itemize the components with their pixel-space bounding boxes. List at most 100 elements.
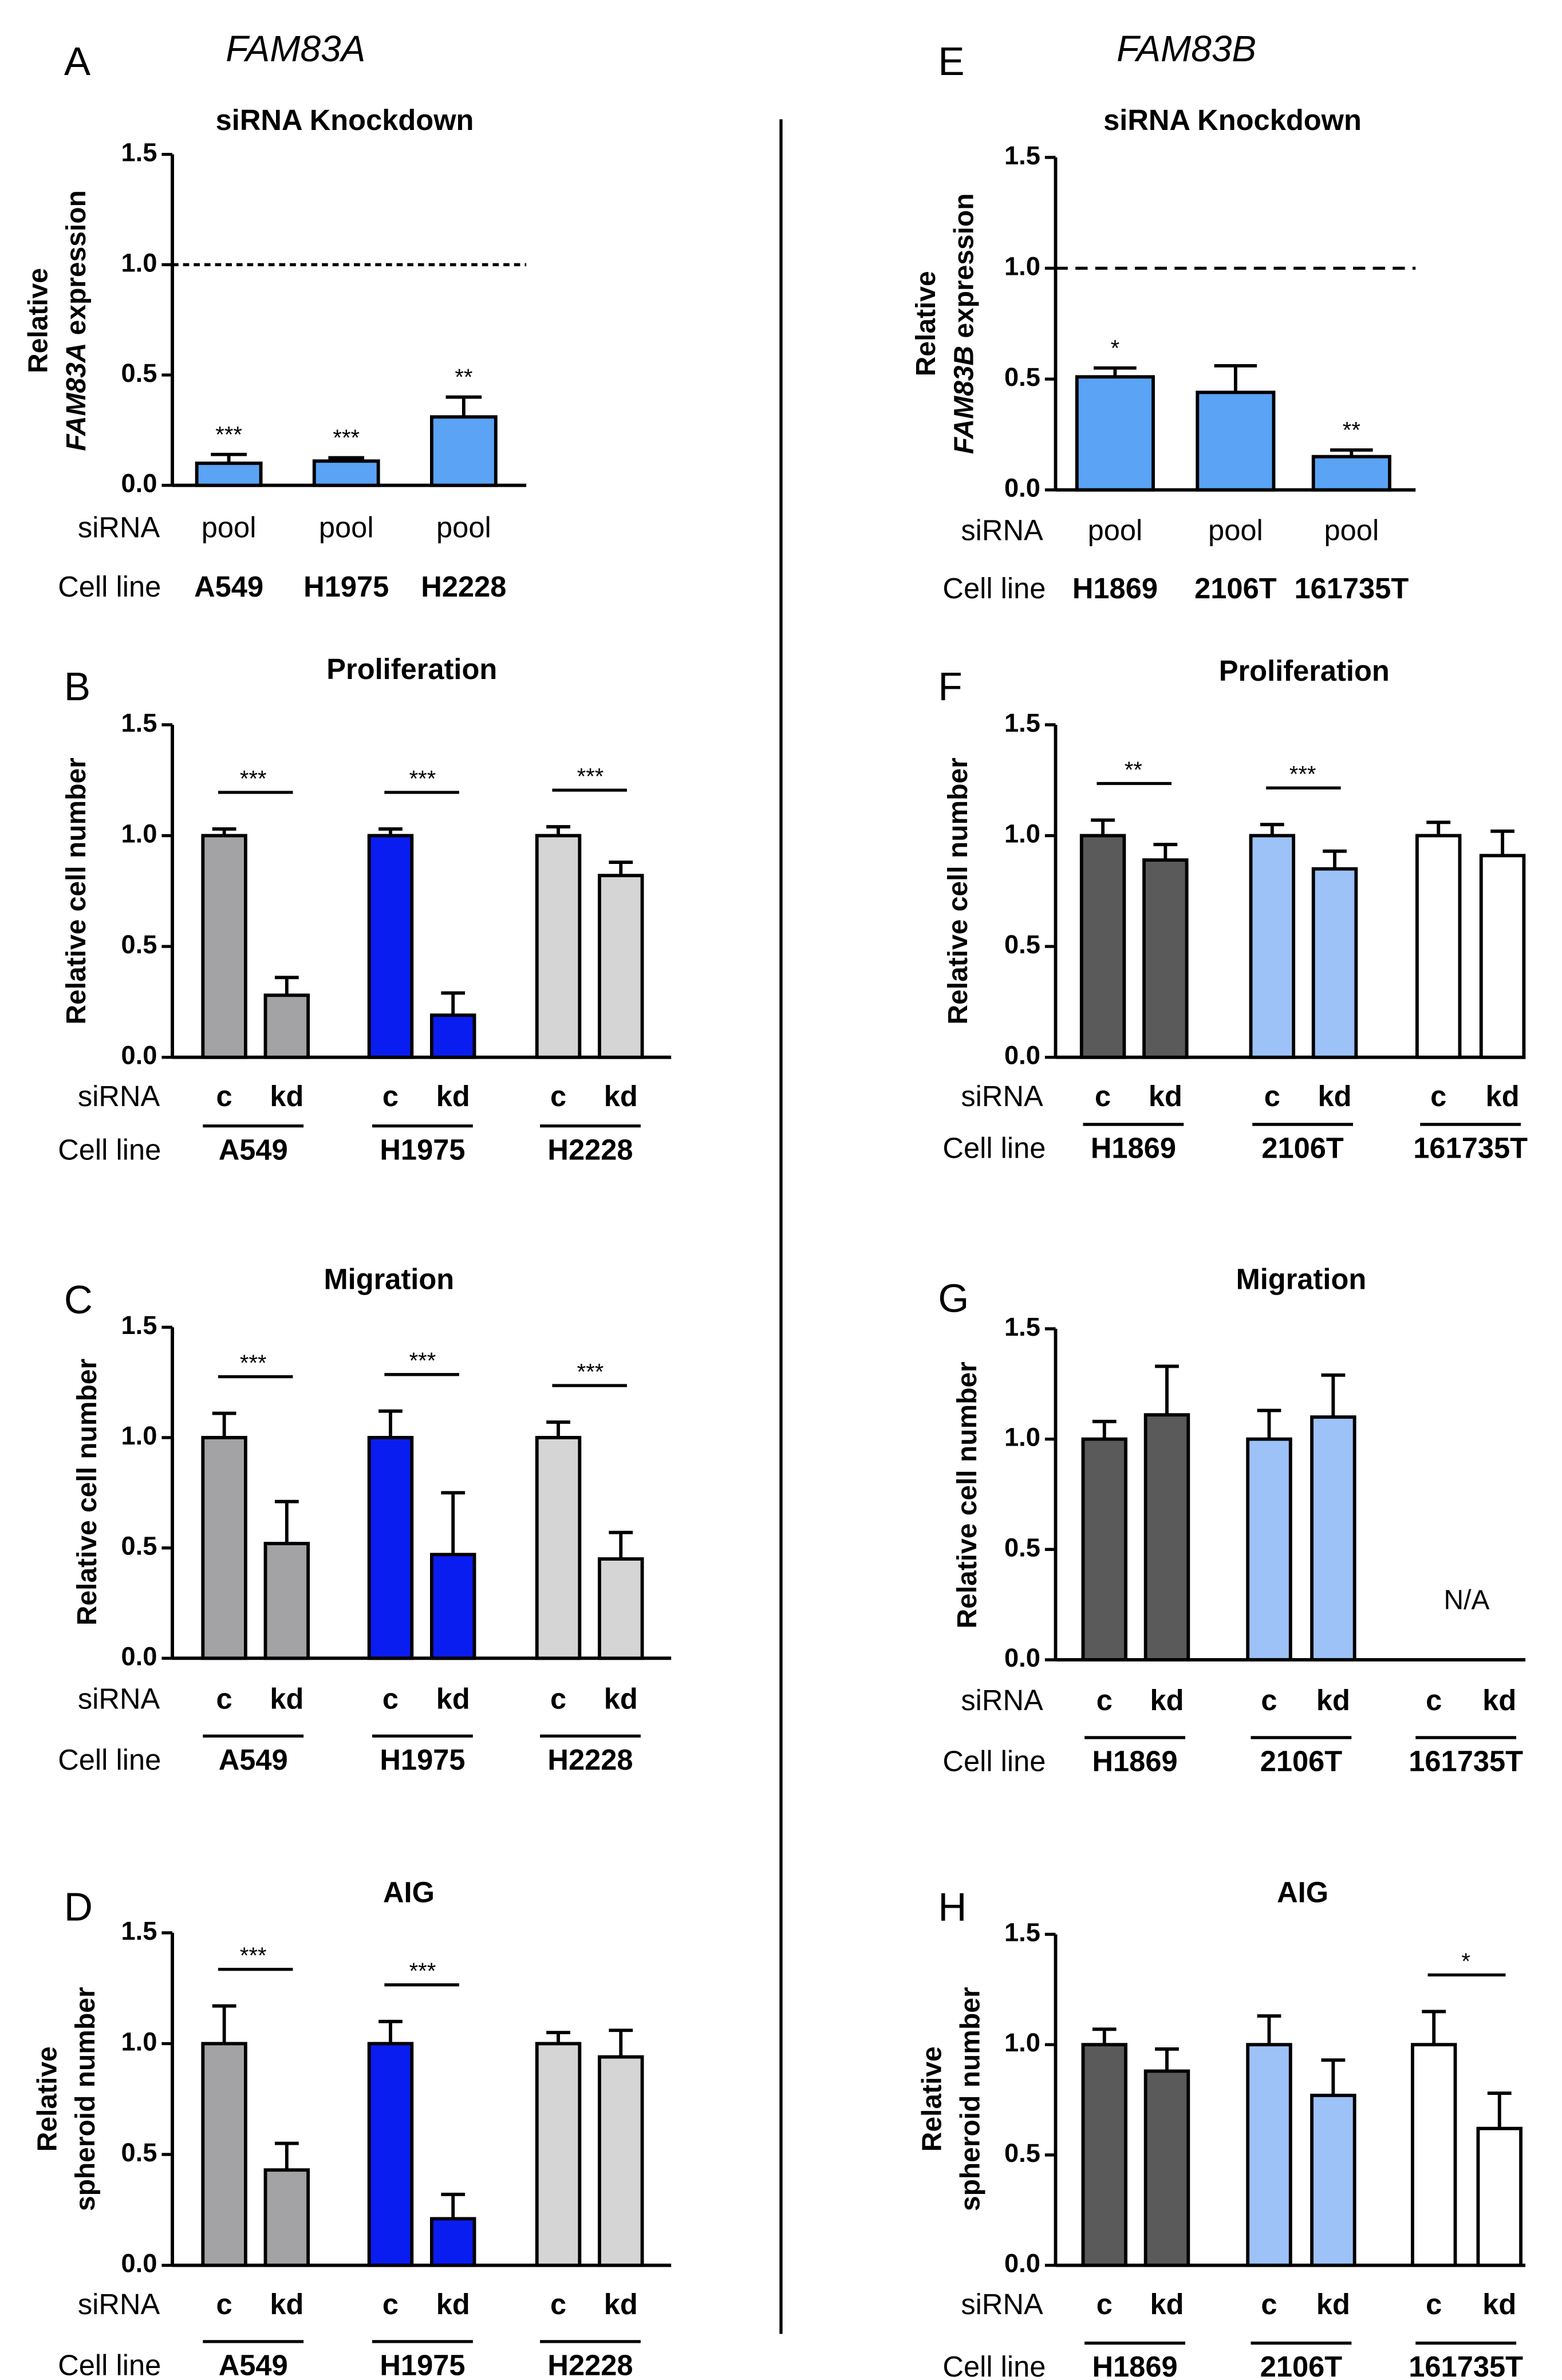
cell-line-label: A549 — [194, 570, 263, 603]
significance-label: *** — [409, 1959, 436, 1984]
sirna-label: pool — [436, 511, 491, 543]
y-axis-label: Relative — [917, 2046, 948, 2152]
y-axis-label: FAM83A expression — [61, 190, 92, 451]
y-axis-label: Relative — [911, 271, 941, 376]
bar — [1079, 834, 1126, 1059]
y-tick-label: 0.0 — [1004, 473, 1040, 503]
y-axis-label: Relative cell number — [72, 1359, 102, 1625]
sirna-label: c — [1261, 1684, 1277, 1716]
bar — [1142, 858, 1189, 1059]
cell-line-label: H1975 — [380, 1133, 465, 1166]
cell-line-row-label: Cell line — [58, 570, 161, 603]
significance-label: ** — [1343, 418, 1360, 443]
y-axis-label: Relative cell number — [943, 757, 973, 1024]
bar — [1311, 455, 1391, 492]
significance-label: *** — [577, 764, 604, 789]
y-tick-label: 1.0 — [121, 1421, 157, 1450]
bar — [367, 2042, 414, 2267]
panel-letter: B — [64, 664, 90, 709]
sirna-label: c — [216, 1080, 232, 1112]
cell-line-label: 2106T — [1261, 1132, 1344, 1165]
sirna-row-label: siRNA — [78, 1080, 160, 1112]
panel-title: Proliferation — [326, 653, 497, 685]
sirna-label: kd — [1316, 1684, 1350, 1716]
y-axis-label-part: spheroid number — [955, 1987, 985, 2212]
y-tick-label: 0.0 — [121, 1041, 157, 1070]
sirna-label: pool — [319, 511, 374, 543]
sirna-label: kd — [1482, 2288, 1516, 2320]
y-tick-label: 1.0 — [1004, 2028, 1040, 2057]
y-tick-label: 1.5 — [121, 708, 157, 737]
y-axis-label: Relative — [23, 268, 54, 373]
bar — [1479, 854, 1526, 1059]
panel-title: AIG — [383, 1876, 435, 1909]
sirna-label: kd — [436, 1080, 470, 1112]
y-tick-label: 0.0 — [1004, 1041, 1040, 1070]
y-tick-label: 0.0 — [121, 469, 157, 498]
sirna-label: pool — [1324, 514, 1379, 547]
panel-letter: A — [64, 39, 91, 84]
bar — [429, 415, 498, 487]
y-tick-label: 1.5 — [1004, 141, 1040, 170]
y-tick-label: 0.5 — [121, 930, 157, 959]
y-axis-label-part: Relative — [917, 2046, 948, 2152]
bar — [1196, 390, 1276, 492]
bar — [1081, 2043, 1128, 2267]
y-tick-label: 1.0 — [1004, 1423, 1040, 1452]
cell-line-label: 161735T — [1413, 1132, 1528, 1165]
sirna-label: c — [1264, 1080, 1280, 1112]
significance-label: * — [1461, 1949, 1470, 1974]
bar — [429, 1013, 476, 1059]
significance-label: *** — [577, 1359, 604, 1384]
sirna-label: c — [216, 1682, 232, 1715]
cell-line-label: H1975 — [380, 2349, 465, 2380]
panel-title: AIG — [1277, 1876, 1328, 1909]
gene-label-left: FAM83A — [226, 28, 365, 69]
significance-label: *** — [409, 1348, 436, 1373]
y-axis-label-part: expression — [61, 190, 92, 342]
cell-line-row-label: Cell line — [942, 1132, 1046, 1165]
panel-letter: E — [938, 39, 964, 84]
y-tick-label: 1.0 — [121, 248, 157, 277]
panel-letter: G — [938, 1276, 969, 1320]
y-tick-label: 1.0 — [1004, 251, 1040, 281]
cell-line-label: 161735T — [1409, 1745, 1523, 1778]
y-tick-label: 1.5 — [121, 138, 157, 167]
panel-c: C Migration 0.0 0.5 1.0 1.5 Relative cell numb… — [58, 1263, 672, 1776]
y-tick-label: 1.5 — [1004, 1312, 1040, 1341]
bar — [598, 2055, 644, 2267]
cell-line-label: H1975 — [380, 1743, 465, 1776]
sirna-row-label: siRNA — [78, 2288, 160, 2320]
cell-line-row-label: Cell line — [58, 2349, 161, 2380]
cell-line-label: 161735T — [1294, 572, 1409, 605]
bar — [263, 2168, 310, 2267]
significance-label: ** — [455, 365, 472, 390]
bar — [535, 2042, 582, 2267]
panel-title: siRNA Knockdown — [216, 104, 474, 136]
bar — [201, 2042, 247, 2267]
sirna-label: c — [550, 2288, 566, 2320]
cell-line-label: H1869 — [1092, 1745, 1177, 1778]
sirna-label: c — [1261, 2288, 1277, 2320]
cell-line-row-label: Cell line — [942, 1745, 1046, 1778]
y-axis-label-part: Relative cell number — [952, 1361, 983, 1628]
panel-title: Migration — [1236, 1263, 1367, 1296]
bar — [201, 1436, 247, 1660]
sirna-label: c — [1426, 2288, 1442, 2320]
y-axis-label-part: Relative cell number — [61, 757, 92, 1024]
panel-g: G Migration 0.0 0.5 1.0 1.5 Relative cell numb… — [938, 1263, 1526, 1778]
y-tick-label: 1.5 — [1004, 708, 1040, 737]
cell-line-label: 161735T — [1409, 2350, 1523, 2380]
cell-line-row-label: Cell line — [58, 1743, 161, 1776]
sirna-label: c — [550, 1682, 566, 1715]
sirna-row-label: siRNA — [961, 514, 1043, 547]
sirna-row-label: siRNA — [961, 2288, 1043, 2320]
cell-line-row-label: Cell line — [942, 2350, 1046, 2380]
sirna-label: kd — [1149, 1080, 1182, 1112]
panel-letter: H — [938, 1884, 967, 1929]
bar — [1310, 1415, 1356, 1661]
cell-line-label: A549 — [219, 1743, 288, 1776]
